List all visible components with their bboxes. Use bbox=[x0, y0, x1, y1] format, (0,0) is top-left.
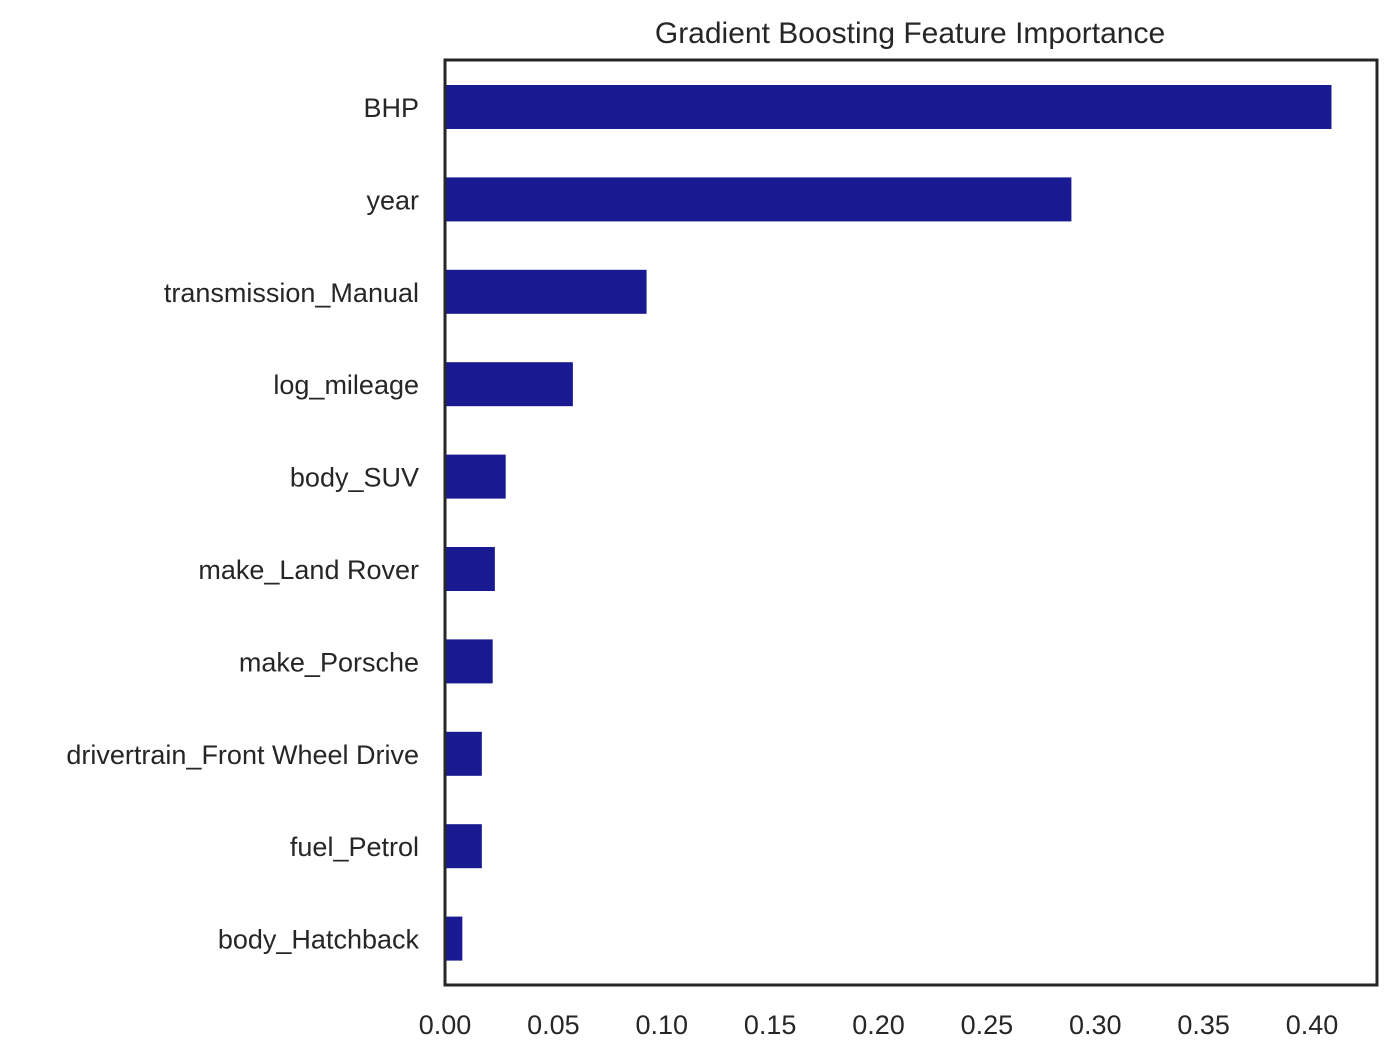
bar bbox=[445, 177, 1072, 222]
y-tick-label: year bbox=[366, 185, 419, 215]
x-tick-label: 0.35 bbox=[1177, 1010, 1230, 1040]
y-tick-label: body_SUV bbox=[290, 463, 419, 493]
plot-frame bbox=[443, 58, 1379, 987]
bars-layer bbox=[445, 85, 1332, 961]
y-tick-label: make_Porsche bbox=[239, 647, 419, 677]
bar bbox=[445, 639, 493, 684]
bar bbox=[445, 85, 1332, 129]
x-tick-label: 0.10 bbox=[635, 1010, 688, 1040]
y-tick-label: drivertrain_Front Wheel Drive bbox=[66, 740, 419, 770]
y-tick-label: fuel_Petrol bbox=[290, 832, 419, 862]
y-tick-label: make_Land Rover bbox=[198, 555, 419, 585]
bar bbox=[445, 824, 482, 869]
x-tick-label: 0.15 bbox=[744, 1010, 797, 1040]
y-tick-label: body_Hatchback bbox=[218, 925, 420, 955]
bar bbox=[445, 269, 647, 314]
y-axis-tick-labels: BHP year transmission_Manual log_mileagebod… bbox=[66, 93, 419, 955]
bar bbox=[445, 916, 463, 961]
y-tick-label: BHP bbox=[363, 93, 419, 123]
bar bbox=[445, 547, 495, 591]
bar bbox=[445, 362, 573, 407]
x-tick-label: 0.25 bbox=[961, 1010, 1014, 1040]
x-tick-label: 0.30 bbox=[1069, 1010, 1122, 1040]
y-tick-label: log_mileage bbox=[273, 370, 419, 400]
x-tick-label: 0.20 bbox=[852, 1010, 905, 1040]
bar bbox=[445, 731, 482, 776]
x-axis-ticks: 0.00 0.05 0.10 0.15 0.20 0.25 0.30 0.35 0.40 bbox=[419, 1010, 1339, 1040]
x-tick-label: 0.05 bbox=[527, 1010, 580, 1040]
y-tick-label: transmission_Manual bbox=[164, 278, 419, 308]
x-tick-label: 0.40 bbox=[1286, 1010, 1339, 1040]
chart-title: Gradient Boosting Feature Importance bbox=[655, 17, 1165, 50]
bar bbox=[445, 454, 506, 499]
x-tick-label: 0.00 bbox=[419, 1010, 472, 1040]
